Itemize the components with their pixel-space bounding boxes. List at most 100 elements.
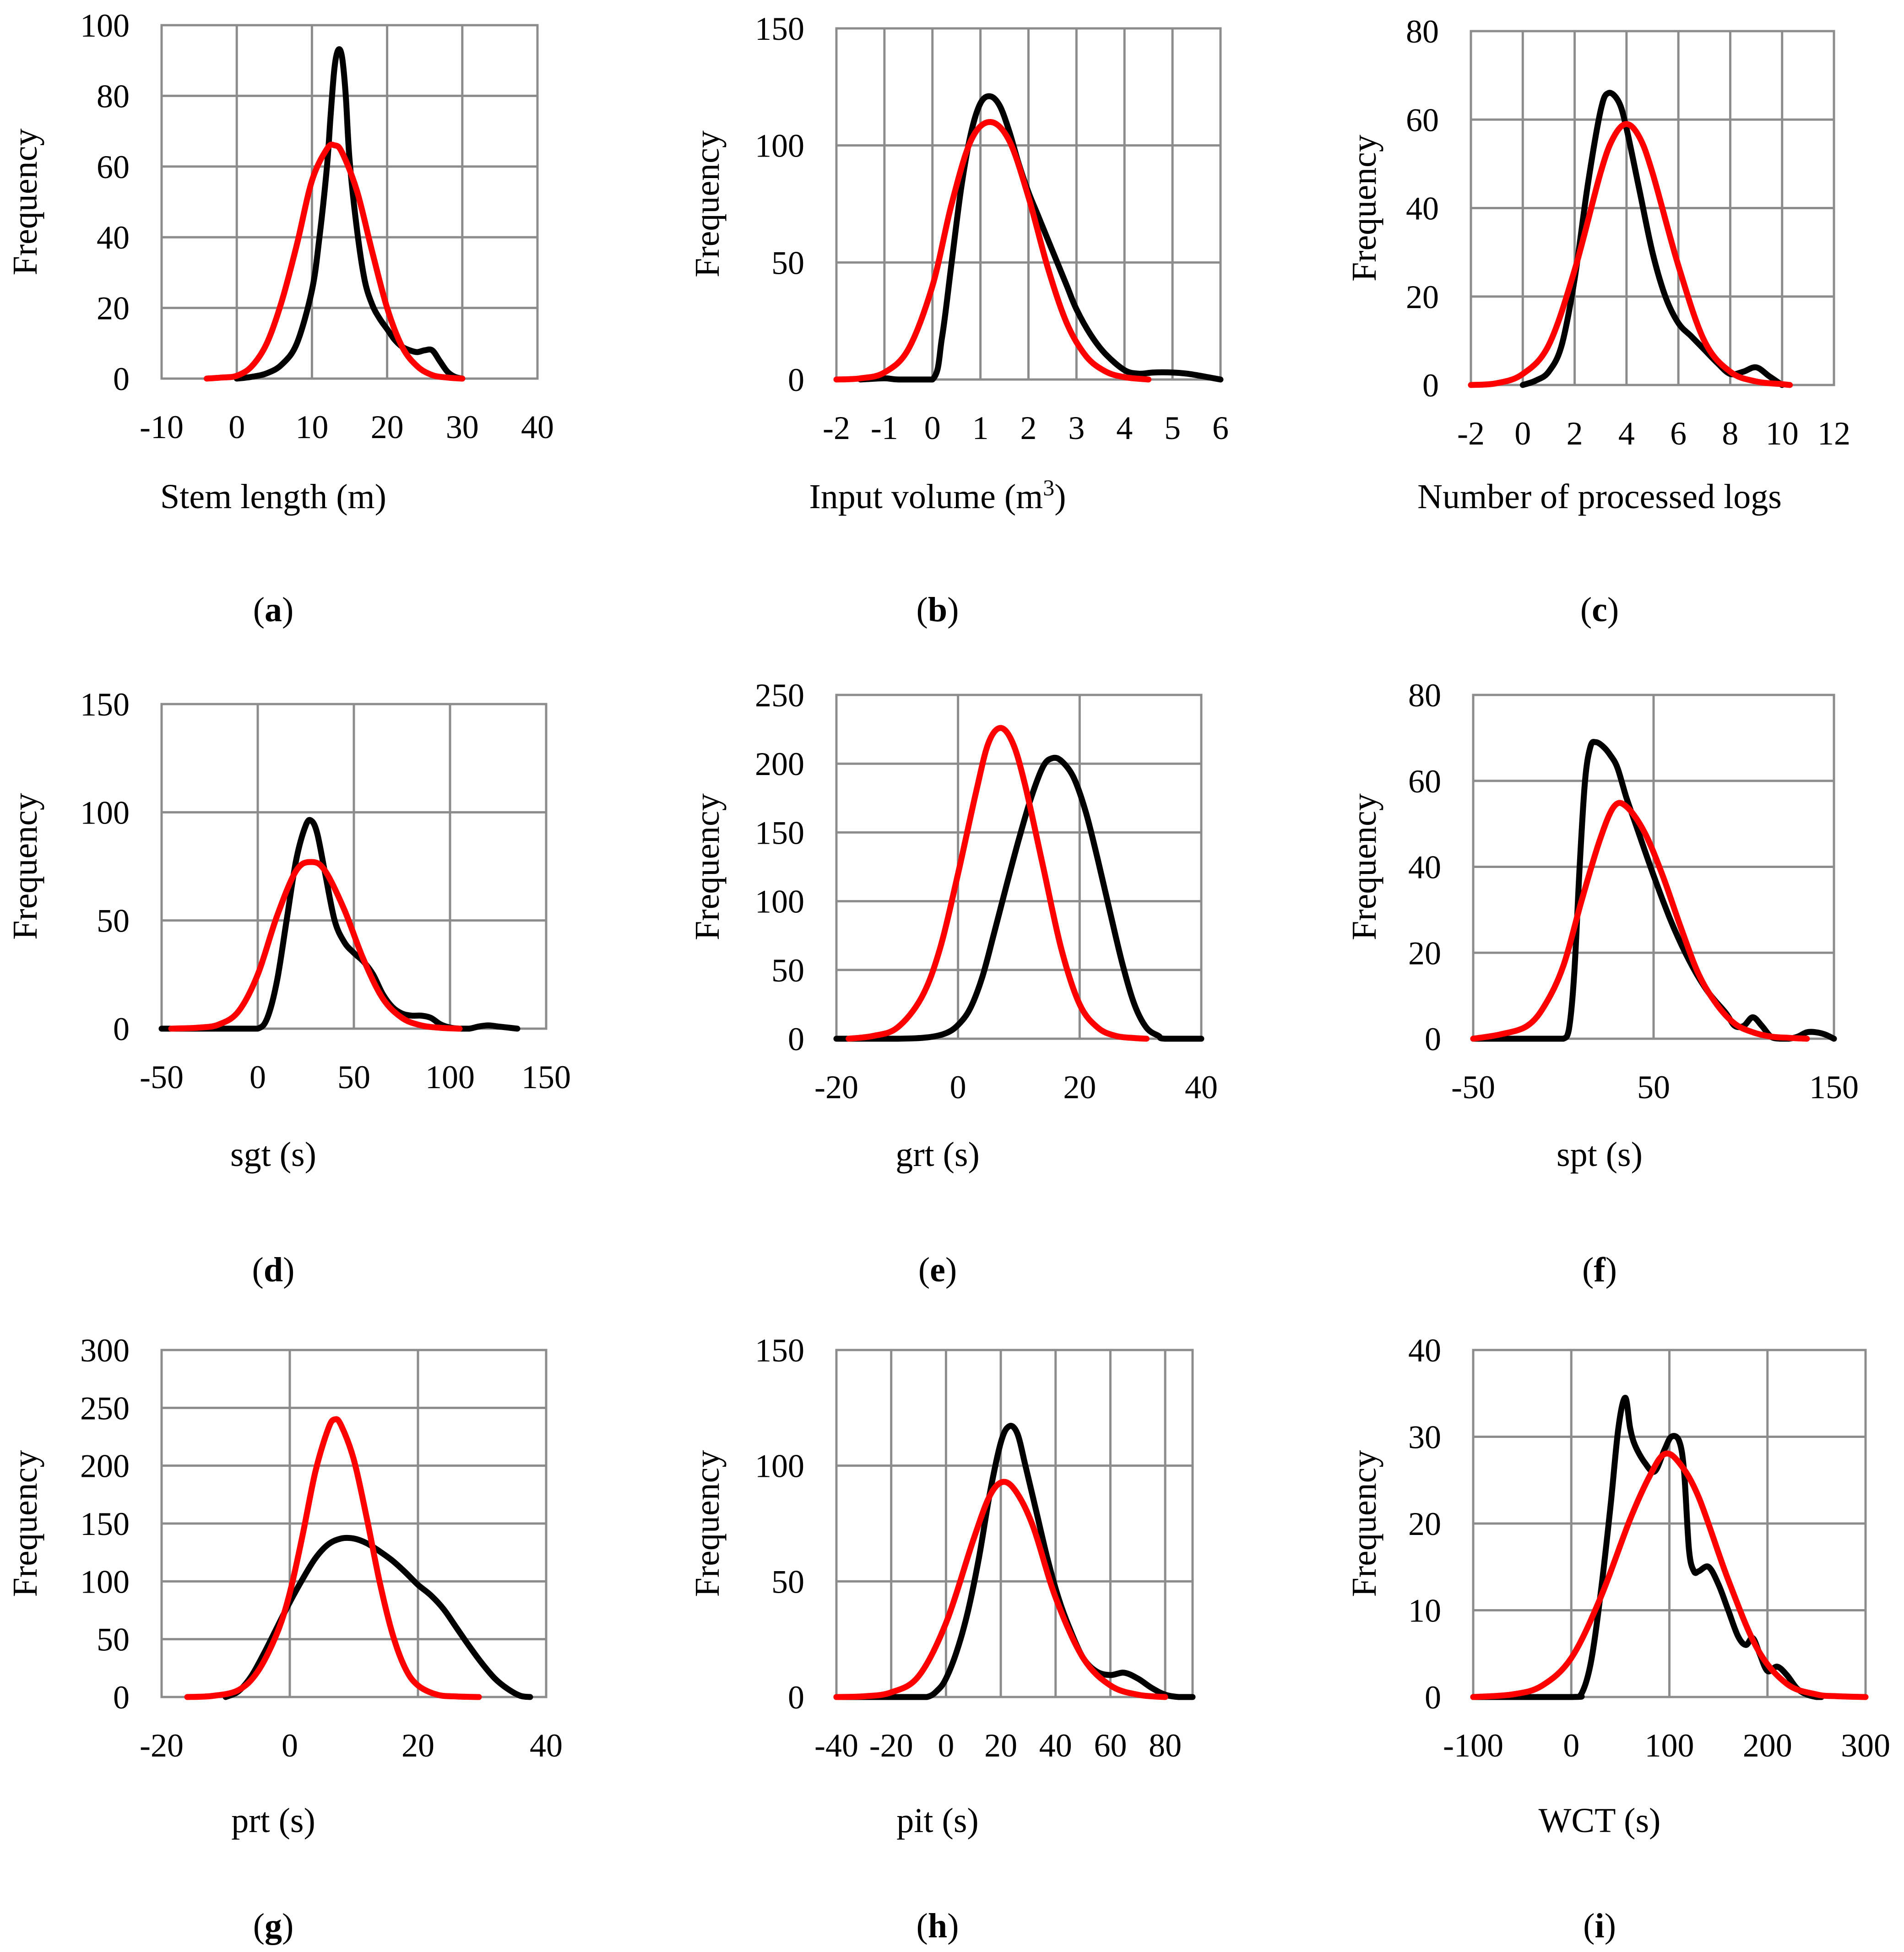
- x-tick-label: 0: [1563, 1727, 1579, 1764]
- y-axis-label: Frequency: [688, 130, 727, 277]
- x-tick-label: 2: [1567, 415, 1583, 452]
- x-axis-label: pit (s): [896, 1801, 978, 1840]
- series-line-observed: [158, 817, 521, 1032]
- series-line-normal-fit: [846, 725, 1150, 1042]
- y-tick-label: 20: [1408, 935, 1441, 971]
- panel-caption: (h): [917, 1907, 959, 1945]
- x-axis-label: Input volume (m3): [809, 475, 1066, 516]
- x-tick-label: 6: [1212, 410, 1229, 446]
- x-tick-label: 20: [1063, 1069, 1096, 1106]
- series-line-normal-fit: [1470, 1450, 1869, 1700]
- y-tick-label: 50: [771, 1563, 804, 1600]
- x-tick-label: -1: [871, 410, 898, 446]
- series-line-normal-fit: [833, 119, 1152, 383]
- y-tick-label: 0: [1422, 367, 1439, 404]
- panel-caption: (e): [918, 1251, 957, 1289]
- x-tick-label: 4: [1116, 410, 1133, 446]
- x-tick-label: 0: [938, 1727, 954, 1764]
- y-tick-label: 300: [80, 1332, 130, 1369]
- plot-frame: [1472, 1349, 1867, 1698]
- series-line-observed: [833, 754, 1204, 1042]
- series-line-normal-fit: [184, 1416, 482, 1700]
- y-axis-label: Frequency: [6, 129, 44, 276]
- y-tick-label: 200: [755, 746, 804, 782]
- y-tick-label: 0: [788, 1679, 804, 1716]
- x-tick-label: 40: [1185, 1069, 1218, 1106]
- x-tick-label: 0: [950, 1069, 966, 1106]
- series-line-observed: [833, 1423, 1196, 1700]
- y-tick-label: 80: [1406, 13, 1439, 50]
- x-tick-label: 10: [1766, 415, 1799, 452]
- y-tick-label: 100: [80, 1563, 130, 1600]
- x-tick-label: 80: [1149, 1727, 1182, 1764]
- x-tick-label: 1: [972, 410, 989, 446]
- x-tick-label: -50: [140, 1059, 184, 1095]
- x-tick-label: 12: [1817, 415, 1850, 452]
- x-tick-label: 300: [1841, 1727, 1890, 1764]
- panel-letter: g: [265, 1907, 282, 1945]
- y-axis-label: Frequency: [6, 793, 44, 940]
- panel-letter: c: [1592, 591, 1607, 629]
- panel-letter: f: [1594, 1251, 1606, 1289]
- y-tick-label: 80: [1408, 677, 1441, 714]
- y-tick-label: 150: [755, 11, 804, 47]
- x-tick-label: -20: [869, 1727, 913, 1764]
- y-axis-label: Frequency: [6, 1450, 44, 1597]
- y-axis-label: Frequency: [688, 1450, 727, 1597]
- x-tick-label: 6: [1670, 415, 1687, 452]
- x-tick-label: 100: [425, 1059, 475, 1095]
- x-tick-label: 0: [924, 410, 941, 446]
- y-axis-label: Frequency: [1345, 1450, 1383, 1597]
- x-tick-label: 20: [984, 1727, 1017, 1764]
- y-tick-label: 100: [755, 884, 804, 920]
- x-tick-label: -20: [140, 1727, 184, 1764]
- series-line-normal-fit: [204, 141, 466, 382]
- y-tick-label: 0: [1425, 1679, 1441, 1716]
- plot-frame: [160, 703, 548, 1030]
- chart-panel-e: -20 0 20 40 0 50 100 150 200 250 grt (s) Frequency (…: [688, 677, 1218, 1289]
- x-tick-label: 2: [1020, 410, 1037, 446]
- series-line-normal-fit: [1468, 121, 1793, 388]
- panel-letter: b: [928, 591, 947, 629]
- y-tick-label: 20: [1408, 1506, 1441, 1542]
- panel-caption: (d): [252, 1251, 295, 1289]
- plot-frame: [160, 24, 539, 380]
- y-tick-label: 0: [113, 1011, 130, 1047]
- x-tick-label: 150: [521, 1059, 571, 1095]
- y-tick-label: 0: [788, 362, 804, 398]
- x-axis-label: Number of processed logs: [1417, 477, 1782, 516]
- x-axis-label: sgt (s): [230, 1135, 316, 1174]
- x-tick-label: -40: [814, 1727, 858, 1764]
- panel-letter: e: [930, 1251, 945, 1289]
- x-tick-label: 0: [228, 409, 245, 445]
- panel-caption: (b): [917, 591, 959, 629]
- y-tick-label: 20: [1406, 279, 1439, 315]
- plot-frame: [835, 694, 1203, 1040]
- y-tick-label: 60: [97, 149, 130, 185]
- y-tick-label: 60: [1408, 763, 1441, 800]
- x-tick-label: -2: [1457, 415, 1485, 452]
- y-tick-label: 100: [755, 1448, 804, 1485]
- panel-caption: (i): [1583, 1907, 1616, 1945]
- chart-panel-a: -10 0 10 20 30 40 0 20 40 60 80 100 Stem length (m) F…: [6, 7, 554, 629]
- x-tick-label: 50: [1637, 1069, 1670, 1106]
- y-tick-label: 40: [97, 219, 130, 256]
- panel-letter: a: [265, 591, 282, 629]
- x-tick-label: 40: [530, 1727, 563, 1764]
- y-tick-label: 150: [80, 686, 130, 723]
- x-tick-label: -10: [140, 409, 184, 445]
- panel-letter: i: [1595, 1907, 1604, 1945]
- x-tick-label: 20: [371, 409, 404, 445]
- x-tick-label: 30: [446, 409, 479, 445]
- x-tick-label: 60: [1094, 1727, 1127, 1764]
- series-line-normal-fit: [168, 859, 463, 1032]
- x-axis-label-superscript: 3: [1043, 475, 1054, 500]
- x-tick-label: 200: [1743, 1727, 1792, 1764]
- x-tick-label: -2: [823, 410, 850, 446]
- plot-frame: [1470, 30, 1835, 386]
- plot-frame: [1472, 694, 1835, 1040]
- x-tick-label: 5: [1164, 410, 1181, 446]
- x-tick-label: 0: [250, 1059, 266, 1095]
